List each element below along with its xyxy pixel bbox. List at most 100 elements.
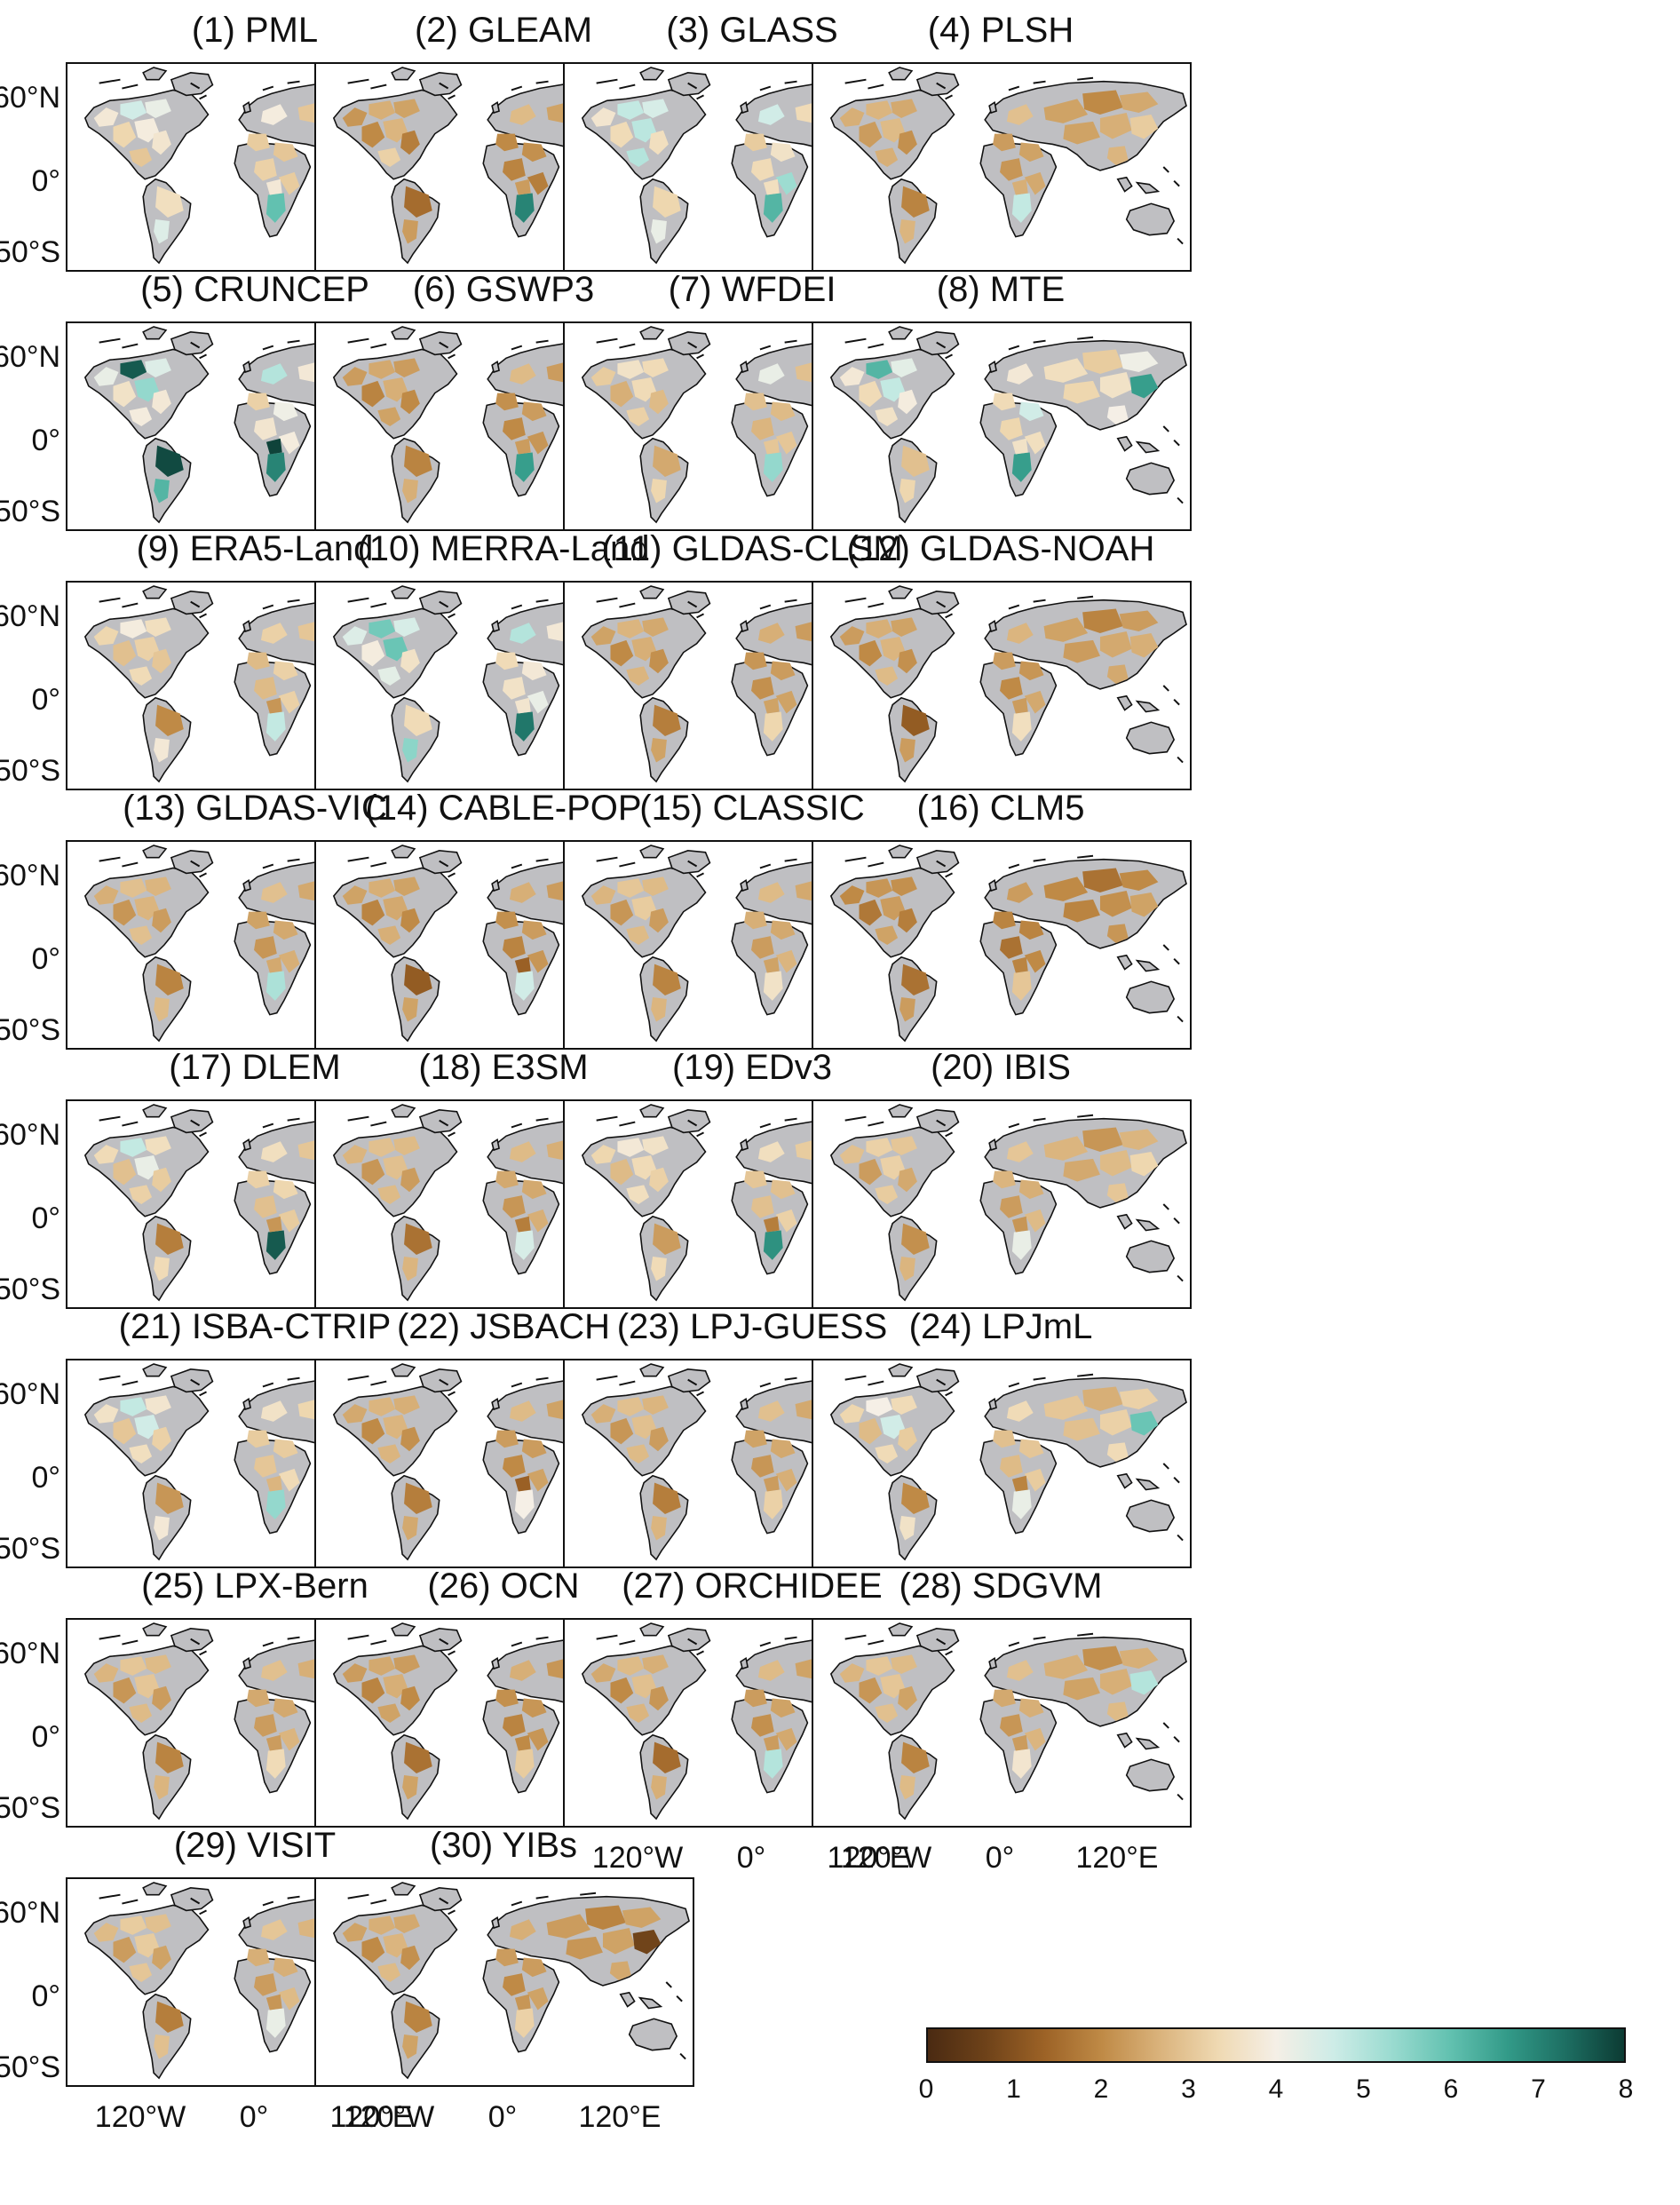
basin-cell [859, 1677, 883, 1704]
basin-cell [400, 648, 420, 674]
colorbar-tick-label: 4 [1268, 2074, 1284, 2104]
lat-label: 0° [31, 1461, 60, 1495]
basin-cell [610, 639, 634, 667]
basin-cell [383, 1932, 408, 1958]
basin-cell [527, 1987, 549, 2011]
basin-cell [113, 899, 137, 926]
basin-cell [247, 1948, 270, 1967]
basin-cell [1024, 690, 1046, 714]
basin-cell [247, 652, 270, 670]
basin-cell [880, 117, 906, 143]
basin-cell [400, 130, 420, 155]
basin-cell [1018, 1179, 1044, 1200]
basin-cell [254, 1195, 277, 1218]
basin-cell [254, 417, 277, 440]
coastline-detail [99, 1893, 207, 1915]
landmass [1125, 202, 1176, 236]
basin-cell [763, 452, 783, 482]
basin-cell [503, 158, 526, 181]
basin-cell [1119, 610, 1159, 632]
lat-label: 60°N [0, 1637, 60, 1670]
basin-cell [1011, 1475, 1028, 1492]
basin-cell [134, 1154, 160, 1180]
landmass [740, 1397, 749, 1411]
basin-cell [898, 908, 917, 933]
basin-cell [113, 121, 137, 148]
lat-label: 0° [31, 942, 60, 976]
basin-cell [1018, 920, 1044, 940]
basin-cell [265, 1230, 286, 1260]
basin-cell [120, 619, 147, 638]
basin-cell [514, 1749, 535, 1779]
basin-cell [859, 899, 883, 926]
basin-cell [278, 1209, 300, 1233]
coastline-detail [347, 337, 456, 360]
basin-cell [751, 677, 774, 700]
panel-title: (4) PLSH [927, 11, 1074, 50]
basin-cell [495, 393, 519, 411]
basin-cell [400, 1685, 420, 1711]
landmass [1135, 700, 1161, 713]
panel-title: (10) MERRA-Land [357, 529, 650, 568]
basin-cell [393, 1654, 420, 1674]
basin-cell [631, 117, 657, 143]
basin-cell [120, 878, 147, 898]
basin-cell [993, 1430, 1016, 1448]
landmass [639, 1363, 665, 1377]
colorbar-tick-label: 2 [1093, 2074, 1109, 2104]
basin-cell [1063, 1417, 1100, 1441]
basin-cell [265, 2008, 286, 2038]
map-panel [812, 581, 1192, 790]
basin-cell [402, 2034, 418, 2059]
coastline-detail [1008, 1373, 1094, 1388]
basin-cell [152, 1945, 171, 1971]
lon-label: 120°E [578, 2100, 662, 2134]
lat-label: 60°N [0, 1377, 60, 1411]
basin-cell [514, 1734, 531, 1751]
lon-label: 120°W [840, 1841, 932, 1875]
basin-cell [152, 389, 171, 415]
basin-cell [527, 1468, 549, 1492]
landmass [142, 67, 168, 81]
basin-cell [152, 130, 171, 155]
basin-cell [770, 1698, 796, 1718]
basin-cell [134, 1414, 160, 1440]
basin-cell [631, 636, 657, 662]
panel-title: (27) ORCHIDEE [622, 1567, 883, 1606]
lon-label: 120°W [343, 2100, 435, 2134]
landmass [491, 1656, 500, 1670]
basin-cell [254, 158, 277, 181]
basin-cell [653, 1741, 681, 1774]
landmass [142, 845, 168, 859]
basin-cell [617, 1397, 645, 1416]
basin-cell [260, 1141, 288, 1162]
landmass [142, 1622, 168, 1637]
basin-cell [757, 623, 785, 644]
basin-cell [626, 407, 650, 426]
basin-cell [154, 1515, 170, 1541]
basin-cell [1011, 711, 1032, 742]
basin-cell [368, 878, 396, 898]
basin-cell [763, 711, 783, 742]
basin-cell [514, 2008, 535, 2038]
basin-cell [610, 899, 634, 926]
basin-cell [775, 1727, 797, 1751]
panel-title: (5) CRUNCEP [140, 270, 369, 309]
basin-cell [1006, 104, 1034, 125]
basin-cell [1119, 1129, 1159, 1151]
coastline-detail [844, 78, 953, 100]
basin-cell [260, 104, 288, 125]
basin-cell [649, 1426, 669, 1452]
panel-title: (19) EDv3 [671, 1048, 833, 1087]
basin-cell [503, 417, 526, 440]
landmass [988, 1656, 997, 1670]
basin-cell [770, 401, 796, 422]
basin-cell [152, 1685, 171, 1711]
panel-title: (22) JSBACH [396, 1307, 611, 1346]
panel-title: (1) PML [191, 11, 319, 50]
basin-cell [775, 171, 797, 195]
basin-cell [393, 876, 420, 896]
basin-cell [273, 1957, 298, 1978]
basin-cell [763, 971, 783, 1001]
basin-cell [400, 908, 420, 933]
